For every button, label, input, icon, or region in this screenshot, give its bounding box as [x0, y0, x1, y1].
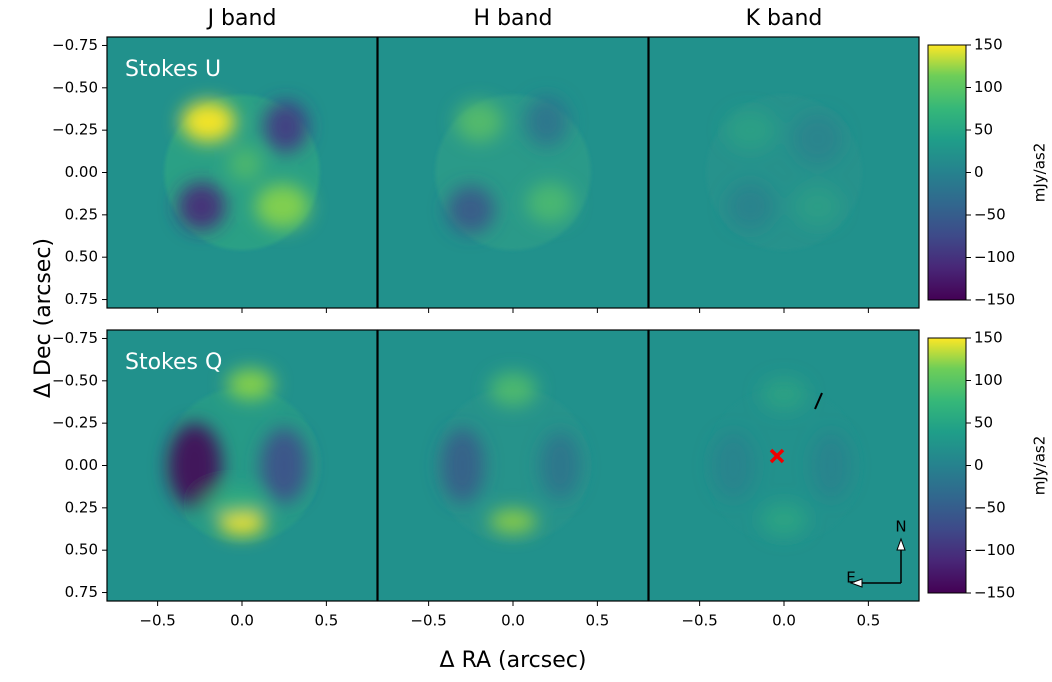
- compass-east: E: [846, 569, 855, 587]
- row-label: Stokes Q: [125, 350, 222, 375]
- y-tick-label: 0.75: [65, 583, 98, 601]
- x-tick-label: −0.5: [139, 612, 175, 630]
- x-tick-label: 0.5: [585, 612, 609, 630]
- center-marker: [769, 448, 785, 464]
- colorbar-label: mJy/as2: [1031, 143, 1049, 203]
- y-tick-label: 0.50: [65, 541, 98, 559]
- image-panel: [649, 330, 919, 601]
- image-panel: [649, 37, 919, 308]
- colorbar-tick-label: 150: [974, 329, 1003, 347]
- blob: [792, 113, 844, 165]
- y-tick-label: −0.75: [52, 36, 98, 54]
- blob: [263, 101, 308, 153]
- y-axis-label: Δ Dec (arcsec): [31, 238, 56, 398]
- row-label: Stokes U: [125, 57, 221, 82]
- blob: [260, 428, 308, 503]
- colorbar-tick-label: 50: [974, 121, 993, 139]
- x-tick-label: 0.0: [501, 612, 525, 630]
- blob: [455, 101, 503, 143]
- blob: [524, 96, 569, 148]
- column-title: J band: [206, 6, 277, 31]
- compass-north: N: [895, 518, 906, 536]
- y-tick-label: 0.25: [65, 205, 98, 223]
- column-title: H band: [474, 6, 553, 31]
- colorbar-tick-label: 0: [974, 456, 984, 474]
- blob: [447, 186, 495, 234]
- y-tick-label: −0.50: [52, 371, 98, 389]
- blob: [760, 377, 808, 412]
- colorbar-tick-label: 0: [974, 163, 984, 181]
- colorbar-tick-label: −50: [974, 499, 1006, 517]
- image-panel: [378, 330, 648, 601]
- blob: [167, 423, 222, 508]
- y-tick-label: 0.50: [65, 248, 98, 266]
- blob: [440, 428, 485, 503]
- colorbar-tick-label: 100: [974, 78, 1003, 96]
- x-tick-label: 0.5: [314, 612, 338, 630]
- disc-structure: [440, 372, 581, 534]
- blob: [218, 511, 266, 535]
- colorbar-tick-label: −150: [974, 584, 1015, 602]
- x-tick-label: −0.5: [681, 612, 717, 630]
- blob: [255, 184, 310, 229]
- blob: [489, 509, 537, 534]
- disc-structure: [711, 377, 852, 537]
- x-axis-label: Δ RA (arcsec): [440, 648, 587, 673]
- blob: [526, 182, 574, 224]
- colorbar-tick-label: 150: [974, 36, 1003, 54]
- colorbar-tick-label: −100: [974, 248, 1015, 266]
- blob: [181, 101, 236, 143]
- blob: [540, 431, 581, 500]
- x-tick-label: 0.0: [772, 612, 796, 630]
- disc: [706, 94, 862, 251]
- y-tick-label: −0.25: [52, 121, 98, 139]
- disc-structure: [177, 101, 310, 231]
- colorbar-label: mJy/as2: [1031, 436, 1049, 496]
- north-head: [896, 537, 906, 551]
- colorbar-tick-label: −50: [974, 206, 1006, 224]
- x-tick-label: −0.5: [410, 612, 446, 630]
- image-panel: [107, 330, 377, 601]
- colorbar: [927, 337, 967, 594]
- x-tick-label: 0.0: [230, 612, 254, 630]
- disc-structure: [167, 368, 308, 535]
- image-panel: [378, 37, 648, 308]
- x-tick-label: 0.5: [856, 612, 880, 630]
- colorbar-tick-label: −100: [974, 541, 1015, 559]
- marker-line: [814, 392, 823, 410]
- column-title: K band: [746, 6, 823, 31]
- blob: [199, 489, 268, 517]
- disc: [706, 387, 862, 544]
- y-tick-label: −0.75: [52, 329, 98, 347]
- image-panel: [107, 37, 377, 308]
- blob: [726, 182, 774, 231]
- blob: [760, 502, 808, 537]
- y-tick-label: 0.00: [65, 163, 98, 181]
- colorbar-tick-label: −150: [974, 291, 1015, 309]
- blob: [228, 147, 263, 181]
- y-tick-label: −0.50: [52, 78, 98, 96]
- colorbar-tick-label: 50: [974, 414, 993, 432]
- y-tick-label: 0.25: [65, 498, 98, 516]
- blob: [711, 431, 756, 500]
- y-tick-label: 0.00: [65, 456, 98, 474]
- y-tick-label: −0.25: [52, 414, 98, 432]
- blob: [177, 182, 226, 231]
- y-tick-label: 0.75: [65, 290, 98, 308]
- blob: [794, 186, 842, 227]
- blob: [489, 372, 537, 407]
- east-head: [849, 578, 863, 588]
- blob: [724, 109, 776, 151]
- blob: [811, 431, 852, 500]
- disc: [435, 387, 591, 544]
- disc-structure: [447, 96, 574, 234]
- colorbar: [927, 44, 967, 301]
- blob: [226, 368, 275, 400]
- disc-structure: [724, 109, 844, 231]
- compass-arrows: [858, 546, 902, 584]
- colorbar-tick-label: 100: [974, 371, 1003, 389]
